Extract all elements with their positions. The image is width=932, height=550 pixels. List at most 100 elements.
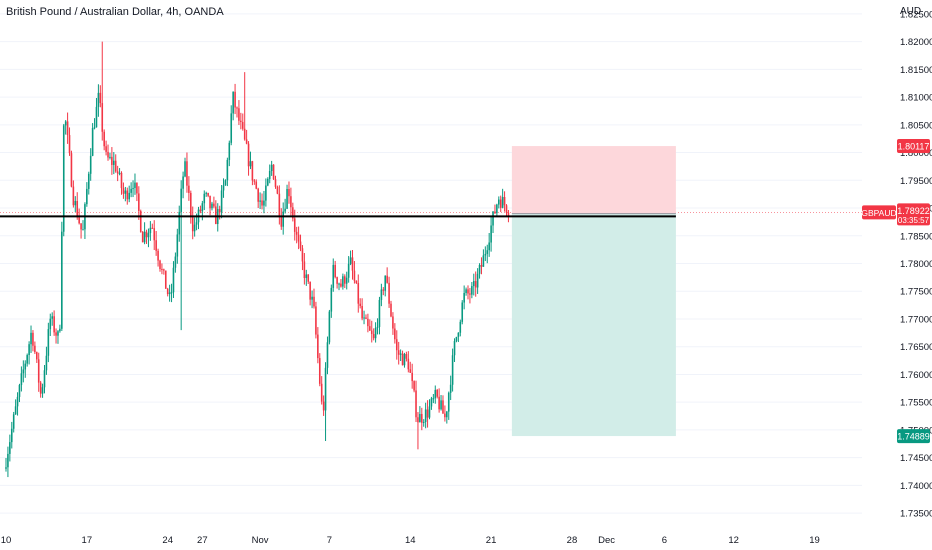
current-price-value: 1.78922 xyxy=(897,206,930,216)
y-tick-label: 1.73500 xyxy=(900,509,932,520)
time-axis[interactable]: 10 17 24 27 Nov 7 14 21 28 Dec 6 12 19 xyxy=(1,535,820,546)
candle-body-63 xyxy=(126,190,129,200)
candle-body-130 xyxy=(255,181,258,189)
candle-body-134 xyxy=(263,200,265,206)
take-profit-zone[interactable] xyxy=(511,213,676,437)
candle-body-82 xyxy=(163,269,165,271)
candle-body-228 xyxy=(444,413,446,418)
candle-body-15 xyxy=(34,345,36,353)
candle-body-52 xyxy=(105,146,107,152)
candle-body-45 xyxy=(91,128,94,156)
candle-body-9 xyxy=(22,369,25,374)
y-tick-label: 1.80500 xyxy=(900,120,932,131)
candle-body-227 xyxy=(442,400,444,414)
candle-body-71 xyxy=(141,231,144,243)
candle-body-149 xyxy=(292,207,294,219)
candle-body-223 xyxy=(434,389,437,399)
candle-body-257 xyxy=(499,199,502,208)
candle-body-145 xyxy=(284,208,286,212)
candle-body-177 xyxy=(345,277,348,284)
candle-body-184 xyxy=(359,303,361,307)
candle-body-161 xyxy=(315,306,317,335)
candle-body-101 xyxy=(199,209,202,212)
candle-body-185 xyxy=(361,306,363,319)
candle-body-226 xyxy=(440,400,442,410)
candle-body-186 xyxy=(363,317,365,319)
candle-body-126 xyxy=(247,143,250,167)
candle-body-219 xyxy=(426,409,429,418)
candle-body-29 xyxy=(61,231,63,329)
candle-body-143 xyxy=(280,215,283,227)
candle-body-38 xyxy=(78,217,80,224)
candle-body-12 xyxy=(28,344,30,356)
candle-body-72 xyxy=(143,231,146,243)
candle-body-166 xyxy=(324,367,327,411)
candle-body-25 xyxy=(53,316,55,333)
candle-body-44 xyxy=(89,155,92,174)
candle-body-11 xyxy=(26,355,28,364)
candle-body-62 xyxy=(124,190,127,194)
symbol-label: GBPAUD xyxy=(861,208,896,218)
candle-body-3 xyxy=(10,428,13,443)
candle-body-243 xyxy=(472,281,475,287)
candle-body-39 xyxy=(80,223,82,230)
candle-body-8 xyxy=(20,373,23,386)
price-axis[interactable]: 1.82500 1.82000 1.81500 1.81000 1.80500 1.800… xyxy=(900,9,932,519)
candle-body-233 xyxy=(453,341,456,356)
candle-body-127 xyxy=(249,161,252,167)
candle-body-94 xyxy=(186,161,188,186)
candle-body-167 xyxy=(326,342,329,368)
candle-body-77 xyxy=(153,228,156,241)
candle-body-253 xyxy=(492,211,494,226)
candle-body-65 xyxy=(130,188,132,193)
candle-body-207 xyxy=(403,353,406,366)
price-badges: 1.801171.788981.74889GBPAUD1.7892203:35:… xyxy=(861,139,930,444)
candle-body-81 xyxy=(161,268,163,270)
candle-body-217 xyxy=(422,421,425,423)
candle-body-89 xyxy=(176,234,179,257)
candle-body-20 xyxy=(43,370,46,388)
candle-body-174 xyxy=(340,283,342,287)
candle-body-92 xyxy=(182,176,184,189)
candle-body-30 xyxy=(62,125,65,232)
candle-body-17 xyxy=(37,359,40,383)
candle-body-66 xyxy=(132,188,134,190)
candle-body-237 xyxy=(461,302,464,322)
candle-body-163 xyxy=(318,358,321,384)
candle-body-146 xyxy=(286,189,288,209)
stop-loss-zone[interactable] xyxy=(511,146,676,214)
candle-body-2 xyxy=(9,442,11,454)
candle-body-106 xyxy=(209,195,211,209)
x-tick-label: 6 xyxy=(662,535,667,546)
candle-body-150 xyxy=(293,218,296,232)
candle-body-49 xyxy=(99,92,102,104)
candle-body-5 xyxy=(14,406,17,415)
candle-body-93 xyxy=(184,161,186,177)
candle-body-159 xyxy=(311,296,313,300)
candle-body-76 xyxy=(151,227,154,229)
candle-body-37 xyxy=(76,201,79,218)
candle-body-0 xyxy=(5,467,7,469)
candle-body-238 xyxy=(463,292,465,303)
candle-body-248 xyxy=(482,255,485,267)
candle-body-203 xyxy=(395,339,398,351)
candle-body-111 xyxy=(218,209,221,213)
grid-lines xyxy=(0,13,862,514)
candle-body-196 xyxy=(382,289,385,291)
candle-body-73 xyxy=(145,231,148,238)
candle-body-259 xyxy=(503,197,506,206)
long-position-tool[interactable] xyxy=(511,146,676,437)
candle-body-131 xyxy=(257,188,259,202)
candle-body-125 xyxy=(245,139,248,144)
candle-body-260 xyxy=(505,205,508,213)
candle-body-245 xyxy=(476,273,479,288)
candle-body-47 xyxy=(95,106,98,128)
candle-body-55 xyxy=(111,156,113,165)
y-tick-label: 1.76000 xyxy=(900,370,932,381)
candle-body-178 xyxy=(347,263,350,278)
candle-body-157 xyxy=(307,274,310,282)
x-tick-label: 12 xyxy=(728,535,739,546)
symbol-badge xyxy=(862,205,896,220)
candle-body-31 xyxy=(64,121,67,126)
